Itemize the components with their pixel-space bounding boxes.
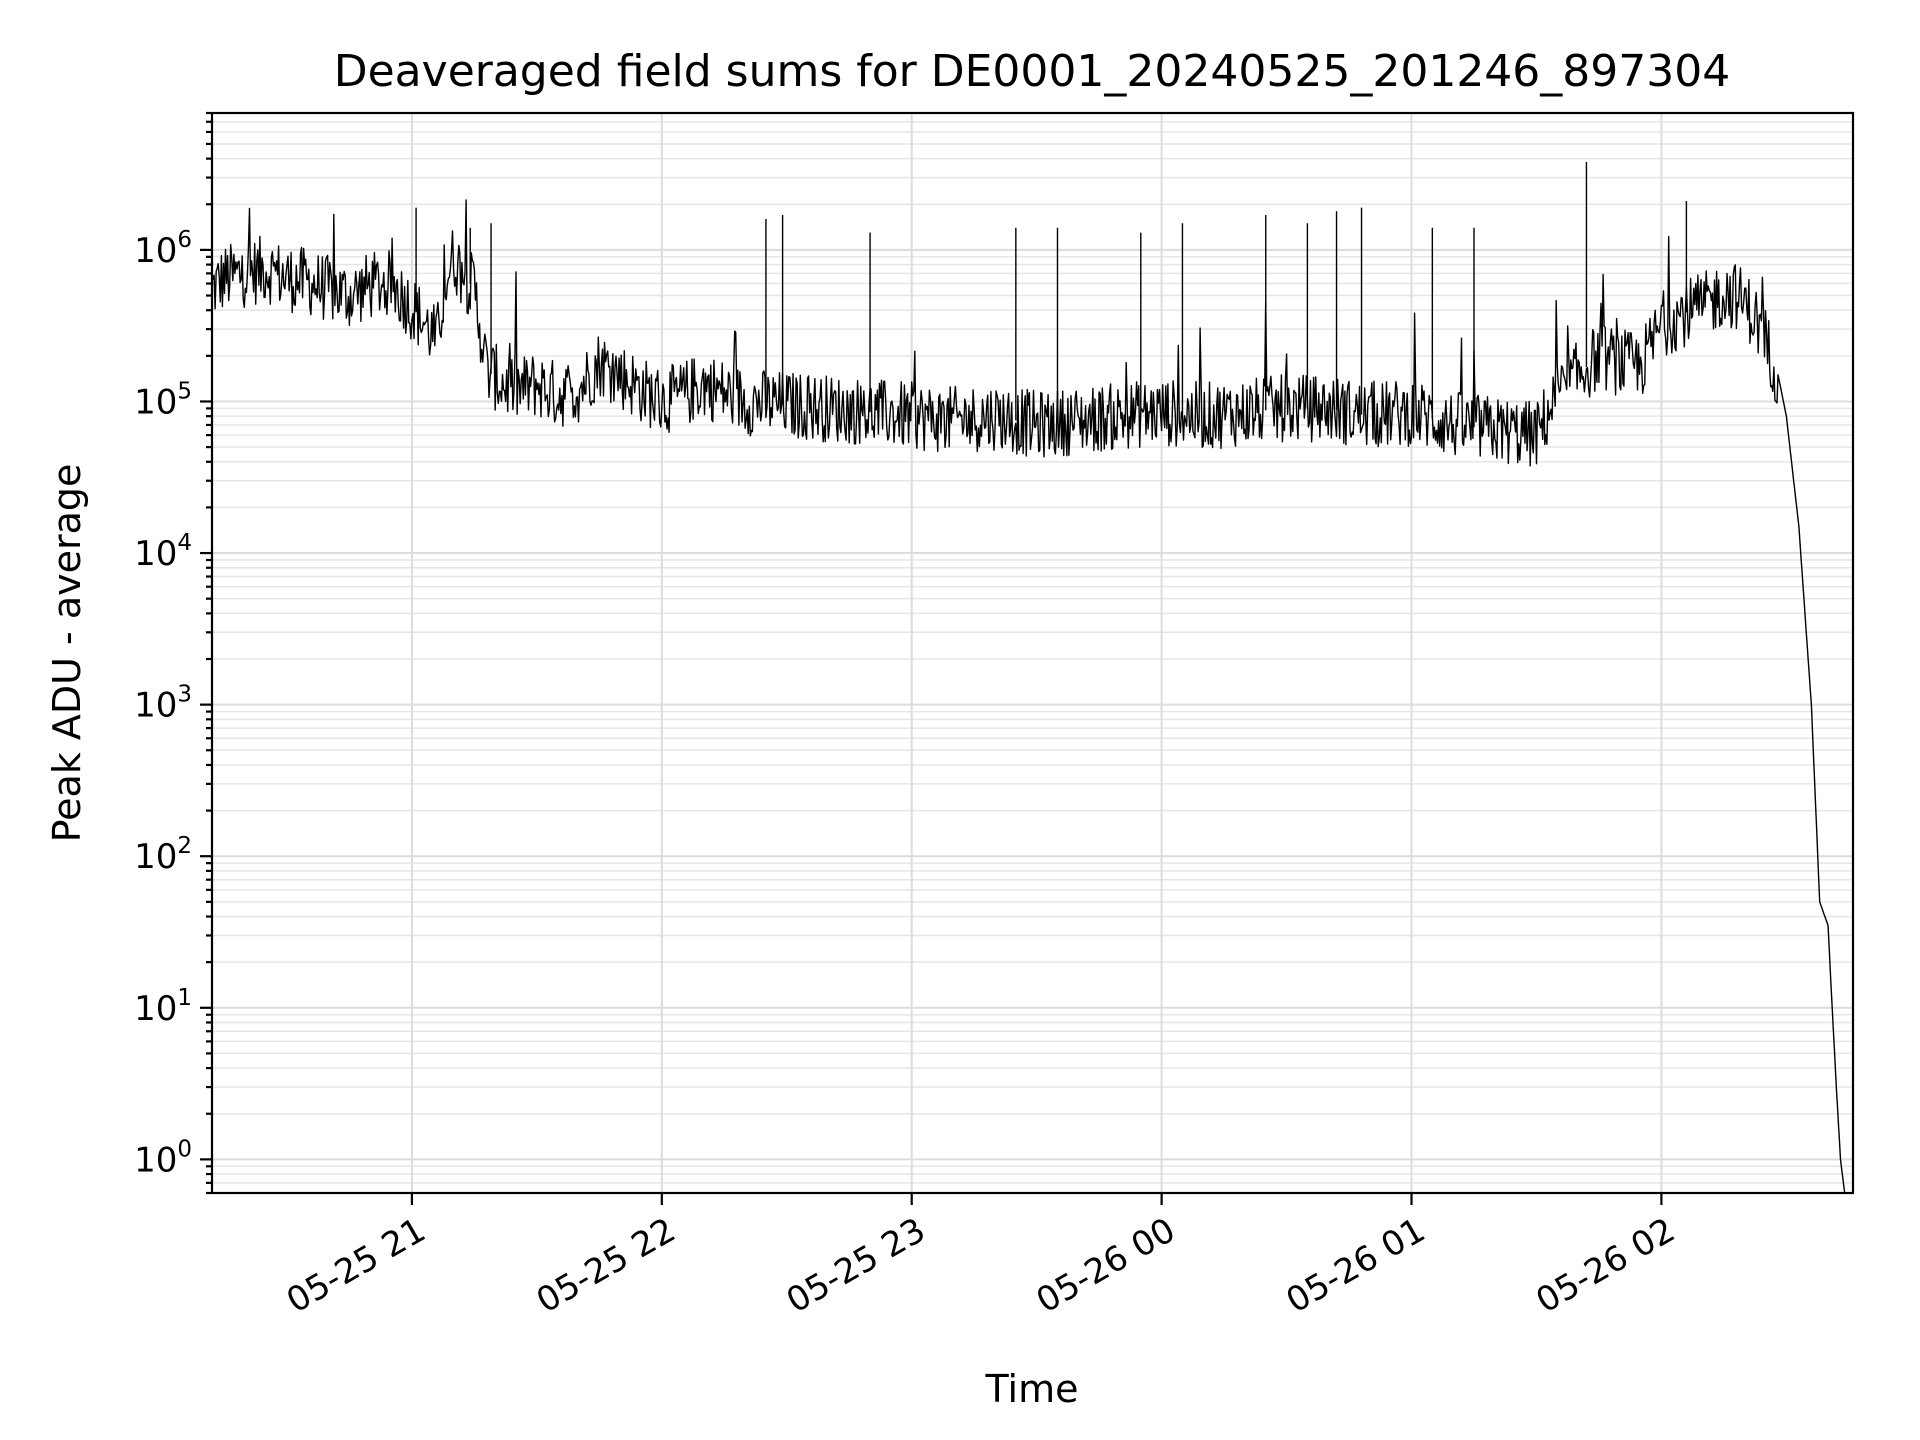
y-tick-label: 101 <box>134 985 192 1029</box>
y-tick-label: 103 <box>134 682 192 726</box>
plot-frame <box>210 111 1855 1195</box>
y-tick-label: 104 <box>134 530 192 574</box>
y-axis-label: Peak ADU - average <box>45 464 89 843</box>
series-group <box>211 162 1846 1194</box>
y-tick-label: 105 <box>134 378 192 422</box>
series-line <box>211 199 1846 1194</box>
x-axis-label: Time <box>985 1367 1079 1411</box>
y-tick-label: 106 <box>134 227 192 271</box>
y-tick-label: 100 <box>134 1136 192 1180</box>
y-tick-label: 102 <box>134 833 192 877</box>
chart-title: Deaveraged field sums for DE0001_2024052… <box>334 46 1731 97</box>
grid <box>212 112 1853 1194</box>
